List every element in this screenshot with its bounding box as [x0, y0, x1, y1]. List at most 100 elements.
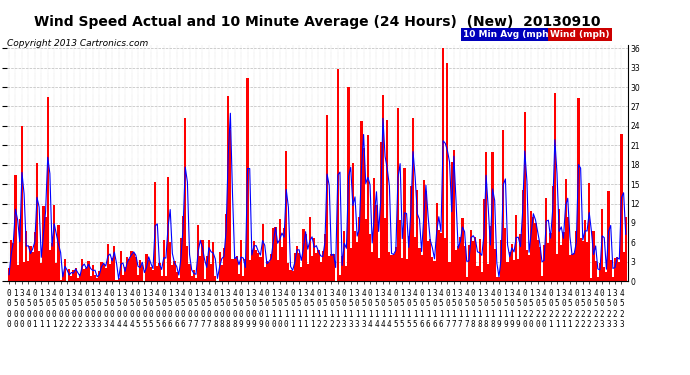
Bar — [624, 217, 627, 281]
Bar — [169, 242, 171, 281]
Bar — [59, 280, 61, 281]
Bar — [575, 231, 578, 281]
Bar — [98, 272, 100, 281]
Bar — [315, 253, 317, 281]
Bar — [47, 98, 49, 281]
Bar — [569, 255, 571, 281]
Bar — [393, 254, 395, 281]
Bar — [173, 261, 175, 281]
Bar — [148, 260, 150, 281]
Bar — [180, 238, 182, 281]
Text: Copyright 2013 Cartronics.com: Copyright 2013 Cartronics.com — [7, 39, 148, 48]
Bar — [369, 234, 371, 281]
Bar — [483, 199, 485, 281]
Bar — [470, 230, 472, 281]
Bar — [350, 248, 352, 281]
Bar — [195, 278, 197, 281]
Bar — [322, 251, 324, 281]
Bar — [171, 265, 173, 281]
Bar — [358, 216, 360, 281]
Bar — [341, 256, 343, 281]
Bar — [543, 244, 545, 281]
Bar — [28, 261, 30, 281]
Bar — [64, 259, 66, 281]
Bar — [25, 231, 28, 281]
Bar — [562, 232, 564, 281]
Bar — [221, 265, 223, 281]
Bar — [547, 243, 549, 281]
Bar — [556, 254, 558, 281]
Bar — [326, 114, 328, 281]
Bar — [175, 272, 178, 281]
Bar — [49, 250, 51, 281]
Bar — [375, 205, 377, 281]
Bar — [281, 247, 283, 281]
Bar — [451, 162, 453, 281]
Bar — [178, 278, 180, 281]
Bar — [283, 228, 285, 281]
Bar — [495, 277, 498, 281]
Bar — [549, 233, 551, 281]
Bar — [304, 234, 306, 281]
Bar — [105, 268, 107, 281]
Bar — [348, 87, 350, 281]
Bar — [296, 246, 298, 281]
Bar — [113, 246, 115, 281]
Bar — [36, 163, 38, 281]
Bar — [435, 203, 437, 281]
Bar — [468, 245, 470, 281]
Bar — [55, 263, 57, 281]
Bar — [356, 242, 358, 281]
Bar — [481, 272, 483, 281]
Bar — [324, 234, 326, 281]
Bar — [215, 276, 217, 281]
Bar — [38, 251, 40, 281]
Bar — [397, 108, 399, 281]
Bar — [427, 241, 429, 281]
Bar — [144, 280, 146, 281]
Bar — [472, 241, 474, 281]
Bar — [156, 266, 159, 281]
Bar — [248, 260, 250, 281]
Bar — [457, 246, 460, 281]
Bar — [19, 219, 21, 281]
Bar — [188, 264, 190, 281]
Bar — [199, 256, 201, 281]
Bar — [126, 257, 128, 281]
Bar — [302, 230, 304, 281]
Bar — [444, 238, 446, 281]
Bar — [395, 247, 397, 281]
Bar — [190, 276, 193, 281]
Bar — [442, 48, 444, 281]
Bar — [186, 246, 188, 281]
Bar — [81, 259, 83, 281]
Bar — [511, 244, 513, 281]
Bar — [362, 148, 365, 281]
Bar — [365, 219, 367, 281]
Bar — [83, 269, 86, 281]
Bar — [489, 226, 491, 281]
Bar — [285, 152, 287, 281]
Bar — [410, 186, 412, 281]
Bar — [217, 280, 219, 281]
Bar — [231, 259, 234, 281]
Bar — [61, 274, 64, 281]
Bar — [253, 242, 255, 281]
Bar — [21, 126, 23, 281]
Bar — [88, 261, 90, 281]
Bar — [255, 250, 257, 281]
Bar — [558, 209, 560, 281]
Bar — [377, 258, 380, 281]
Bar — [522, 190, 524, 281]
Bar — [40, 264, 42, 281]
Bar — [431, 256, 433, 281]
Bar — [240, 240, 242, 281]
Bar — [487, 264, 489, 281]
Bar — [130, 251, 132, 281]
Bar — [491, 152, 493, 281]
Bar — [238, 274, 240, 281]
Bar — [139, 260, 141, 281]
Bar — [300, 267, 302, 281]
Bar — [68, 269, 70, 281]
Bar — [132, 253, 135, 281]
